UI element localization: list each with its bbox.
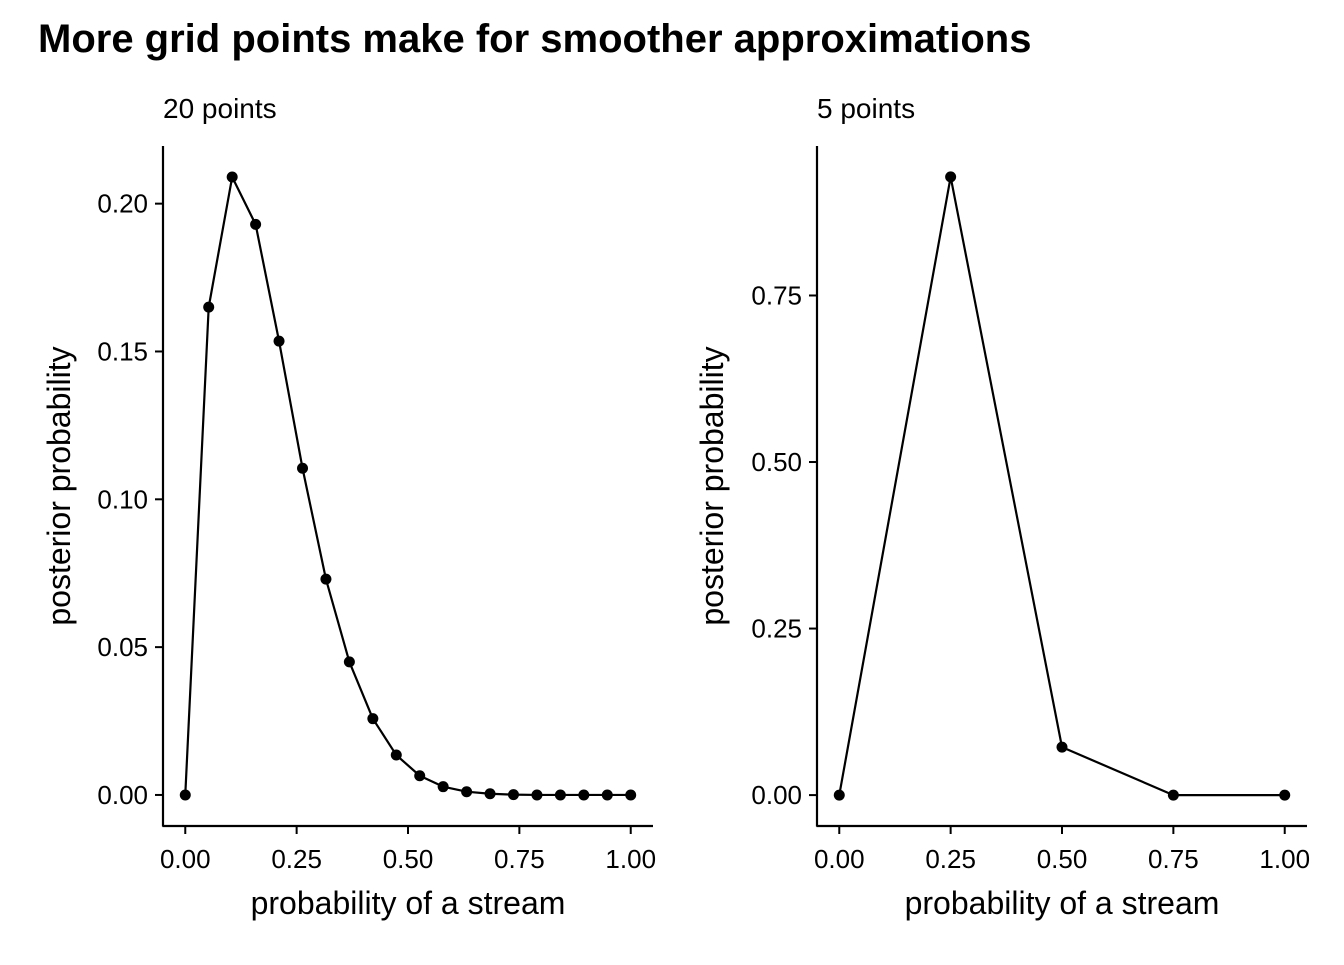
panel-2-data-point xyxy=(833,789,845,801)
panel-1-data-point xyxy=(226,171,238,183)
panel-2-x-tick-label: 0.25 xyxy=(925,844,976,874)
panel-1-x-tick-label: 0.75 xyxy=(494,844,545,874)
panel-1-data-point xyxy=(414,770,426,782)
panel-1-y-tick-label: 0.15 xyxy=(97,336,148,366)
panel-1-data-point xyxy=(507,789,519,801)
panel-1-data-point xyxy=(367,713,379,725)
panel-2-x-tick-label: 0.00 xyxy=(814,844,865,874)
panel-1-y-tick-label: 0.00 xyxy=(97,780,148,810)
panel-2-x-tick-label: 1.00 xyxy=(1259,844,1310,874)
panel-1-x-tick-label: 0.00 xyxy=(160,844,211,874)
panel-2-y-axis-label: posterior probability xyxy=(694,346,730,625)
panel-1-y-tick-label: 0.05 xyxy=(97,632,148,662)
panel-2-series-line xyxy=(838,175,1285,797)
panel-2-x-axis-label: probability of a stream xyxy=(905,885,1220,921)
panel-1-data-point xyxy=(601,789,613,801)
panel-1-series-line xyxy=(184,175,631,797)
panel-2-x-tick-label: 0.75 xyxy=(1148,844,1199,874)
panel-1: 20 points 0.00 0.25 0.50 0.75 1.00 0.00 0.05 0.1… xyxy=(41,93,656,921)
panel-2-data-point xyxy=(1056,741,1068,753)
panel-2-y-tick-label: 0.75 xyxy=(751,280,802,310)
panel-1-data-point xyxy=(554,789,566,801)
panel-1-data-point xyxy=(343,656,355,668)
panel-1-data-point xyxy=(203,301,215,313)
panel-1-data-point xyxy=(320,573,332,585)
panel-1-x-tick-label: 1.00 xyxy=(605,844,656,874)
panel-1-data-point xyxy=(390,749,402,761)
panel-1-y-tick-label: 0.20 xyxy=(97,189,148,219)
figure-title: More grid points make for smoother appro… xyxy=(38,17,1031,61)
panel-2-x-tick-label: 0.50 xyxy=(1037,844,1088,874)
panel-1-y-axis-label: posterior probability xyxy=(41,346,77,625)
panel-1-data-point xyxy=(273,335,285,347)
panel-1-x-axis-label: probability of a stream xyxy=(251,885,566,921)
panel-2-data-point xyxy=(1167,789,1179,801)
panel-1-data-point xyxy=(179,789,191,801)
panel-2-data-point xyxy=(945,171,957,183)
panel-1-x-tick-label: 0.50 xyxy=(383,844,434,874)
panel-2: 5 points 0.00 0.25 0.50 0.75 1.00 0.00 0.25 0.50… xyxy=(694,93,1310,921)
panel-2-title: 5 points xyxy=(817,93,915,124)
panel-1-data-point xyxy=(531,789,543,801)
panel-1-y-tick-label: 0.10 xyxy=(97,484,148,514)
panel-1-data-point xyxy=(250,218,262,230)
panel-1-data-point xyxy=(625,789,637,801)
panel-2-y-tick-label: 0.00 xyxy=(751,780,802,810)
panel-1-data-point xyxy=(297,462,309,474)
panel-2-y-tick-label: 0.25 xyxy=(751,614,802,644)
panel-1-x-tick-label: 0.25 xyxy=(271,844,322,874)
panel-1-title: 20 points xyxy=(163,93,277,124)
panel-1-data-point xyxy=(461,786,473,798)
panel-1-data-point xyxy=(437,781,449,793)
panel-1-data-point xyxy=(578,789,590,801)
panel-2-data-point xyxy=(1279,789,1291,801)
panel-2-y-tick-label: 0.50 xyxy=(751,447,802,477)
panel-1-data-point xyxy=(484,788,496,800)
